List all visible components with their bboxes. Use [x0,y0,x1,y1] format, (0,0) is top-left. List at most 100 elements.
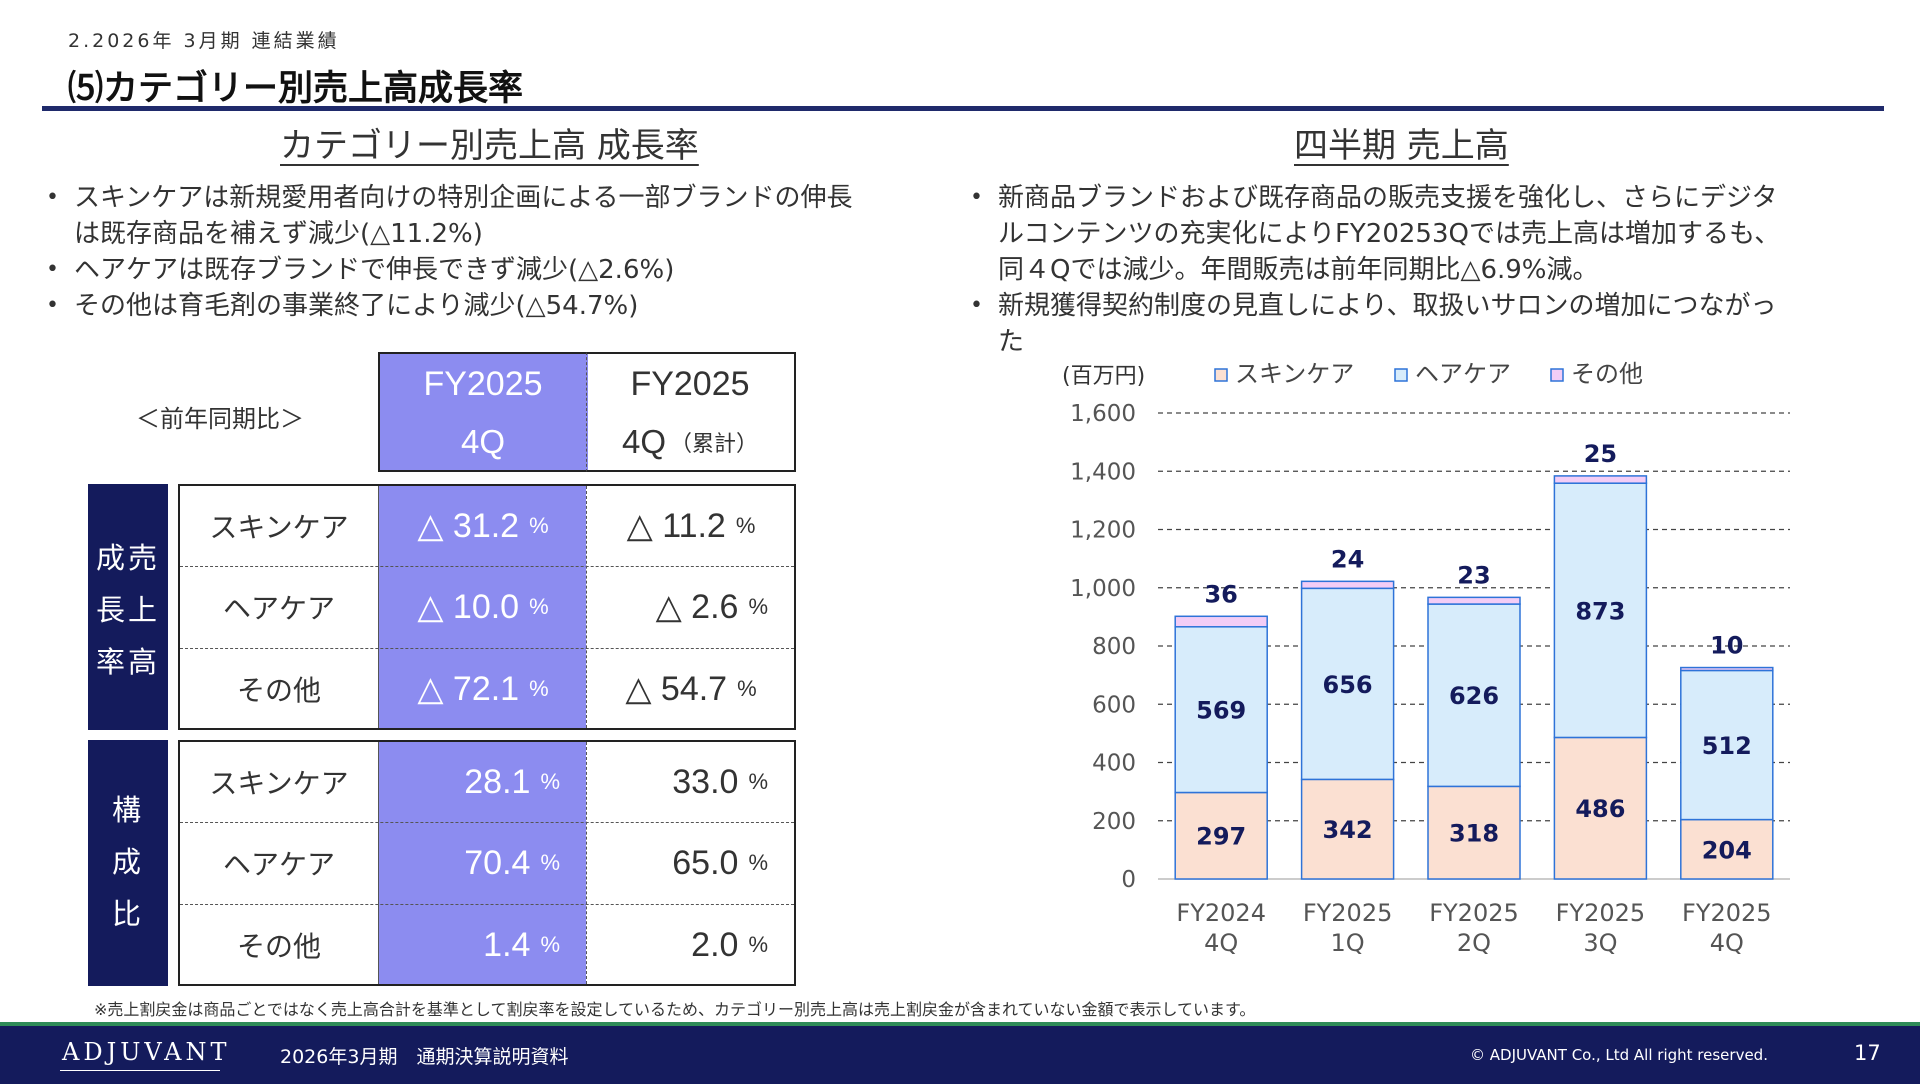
x-tick-label: 1Q [1331,929,1365,957]
composition-value: 70.4 [464,843,531,882]
growth-value: △ 10.0 [417,588,520,626]
data-label: 626 [1449,682,1499,710]
bullet-item: ヘアケアは既存ブランドで伸長できず減少(△2.6%) [44,252,874,288]
title-rule [42,106,1884,111]
data-label: 569 [1196,697,1246,725]
composition-value: 2.0 [691,925,739,964]
growth-cum-skincare: △ 11.2% [588,486,794,566]
pct-symbol: % [748,932,768,957]
x-tick-label: FY2025 [1429,899,1519,927]
growth-q4-haircare: △ 10.0% [380,567,586,647]
pct-symbol: % [529,594,549,619]
col2-header-note: （累計） [670,431,759,456]
right-bullets: 新商品ブランドおよび既存商品の販売支援を強化し、さらにデジタ ルコンテンツの充実… [968,180,1798,360]
deck-title: 2026年3月期 通期決算説明資料 [280,1046,569,1068]
row-divider [180,648,794,649]
section-label: 2.2026年 3月期 連結業績 [68,30,340,52]
bar-1-3 [1553,482,1648,739]
growth-value: △ 11.2 [626,507,726,545]
bar-0-0 [1174,791,1268,880]
data-label: 873 [1575,597,1625,625]
col1-header-line2: 4Q [460,423,506,460]
chart-unit-label: (百万円) [1062,364,1145,389]
composition-cum-skincare: 33.0% [588,742,794,822]
col2-header-line2-wrap: 4Q （累計） [587,416,793,468]
data-label: 297 [1196,823,1246,851]
data-label: 656 [1323,671,1373,699]
composition-q4-haircare: 70.4% [380,823,586,903]
legend-swatch-1 [1394,368,1408,382]
composition-value: 28.1 [464,762,531,801]
growth-col-divider [586,486,587,728]
left-bullets: スキンケアは新規愛用者向けの特別企画による一部ブランドの伸長は既存商品を補えず減… [44,180,874,324]
x-tick-label: FY2025 [1556,899,1646,927]
col1-header-line1: FY2025 [423,364,543,403]
y-tick-label: 800 [1092,634,1136,660]
pct-symbol: % [540,932,560,957]
copyright: © ADJUVANT Co., Ltd All right reserved. [1470,1046,1768,1064]
growth-value: △ 2.6 [655,588,739,626]
growth-category-skincare: スキンケア [209,511,349,544]
growth-q4-other: △ 72.1% [380,649,586,729]
composition-q4-skincare: 28.1% [380,742,586,822]
right-heading: 四半期 売上高 [1294,126,1509,166]
composition-col-divider [586,742,587,984]
pct-symbol: % [735,513,756,538]
bar-2-0 [1174,615,1268,628]
growth-side-label: 売上高 成長率 [88,484,168,730]
bar-2-4 [1680,666,1774,672]
pct-symbol: % [540,850,560,875]
row-divider [180,822,794,823]
pct-symbol: % [748,850,768,875]
col2-header: FY2025 4Q （累計） [586,352,796,472]
legend-swatch-0 [1214,368,1228,382]
left-heading: カテゴリー別売上高 成長率 [280,126,699,166]
logo-underline [60,1070,220,1071]
bullet-item: スキンケアは新規愛用者向けの特別企画による一部ブランドの伸長は既存商品を補えず減… [44,180,874,252]
growth-table [178,484,796,730]
footnote: ※売上割戻金は商品ごとではなく売上高合計を基準として割戻率を設定しているため、カ… [94,1000,1256,1019]
bar-0-3 [1553,736,1648,880]
bar-1-2 [1427,603,1521,788]
y-tick-label: 1,400 [1070,459,1136,485]
col1-header: FY2025 4Q [378,352,588,472]
footer: ADJUVANT 2026年3月期 通期決算説明資料 © ADJUVANT Co… [0,1022,1920,1084]
col2-header-line1: FY2025 [630,364,750,403]
composition-cum-other: 2.0% [588,905,794,985]
row-divider [180,566,794,567]
composition-value: 1.4 [483,925,531,964]
bullet-item: 新規獲得契約制度の見直しにより、取扱いサロンの増加につながった [968,288,1798,360]
y-tick-label: 1,200 [1070,518,1136,544]
y-tick-label: 0 [1121,867,1136,893]
bullet-item: その他は育毛剤の事業終了により減少(△54.7%) [44,288,874,324]
legend-label-2: その他 [1571,360,1643,388]
data-label: 10 [1710,632,1743,660]
legend-label-0: スキンケア [1235,360,1354,388]
x-tick-label: FY2025 [1303,899,1393,927]
growth-cum-haircare: △ 2.6% [588,567,794,647]
data-label: 25 [1584,440,1617,468]
x-tick-label: 3Q [1583,929,1617,957]
quarterly-sales-chart: (百万円) スキンケア ヘアケア その他 0 200 400 600 800 1,000 1,200… [1062,360,1790,957]
legend-label-1: ヘアケア [1415,360,1511,388]
table-corner-label: ＜前年同期比＞ [136,404,304,433]
growth-value: △ 54.7 [625,670,728,708]
bar-2-1 [1300,580,1395,590]
growth-value: △ 72.1 [417,670,520,708]
bar-0-4 [1680,818,1774,880]
bar-0-2 [1427,785,1521,880]
growth-q4-skincare: △ 31.2% [380,486,586,566]
col2-header-line2: 4Q [621,423,666,460]
row-divider [180,904,794,905]
composition-table [178,740,796,986]
composition-category-skincare: スキンケア [209,767,349,800]
bar-1-4 [1680,669,1774,821]
growth-label-divider [378,486,379,728]
bar-2-2 [1427,596,1521,605]
pct-symbol: % [748,594,768,619]
data-label: 512 [1702,732,1752,760]
composition-side-label: 構成比 [88,740,168,986]
x-tick-label: 4Q [1204,929,1238,957]
data-label: 36 [1204,580,1237,608]
y-tick-label: 1,000 [1070,576,1136,602]
